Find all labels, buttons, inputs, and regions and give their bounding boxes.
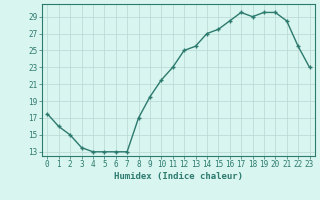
X-axis label: Humidex (Indice chaleur): Humidex (Indice chaleur) — [114, 172, 243, 181]
